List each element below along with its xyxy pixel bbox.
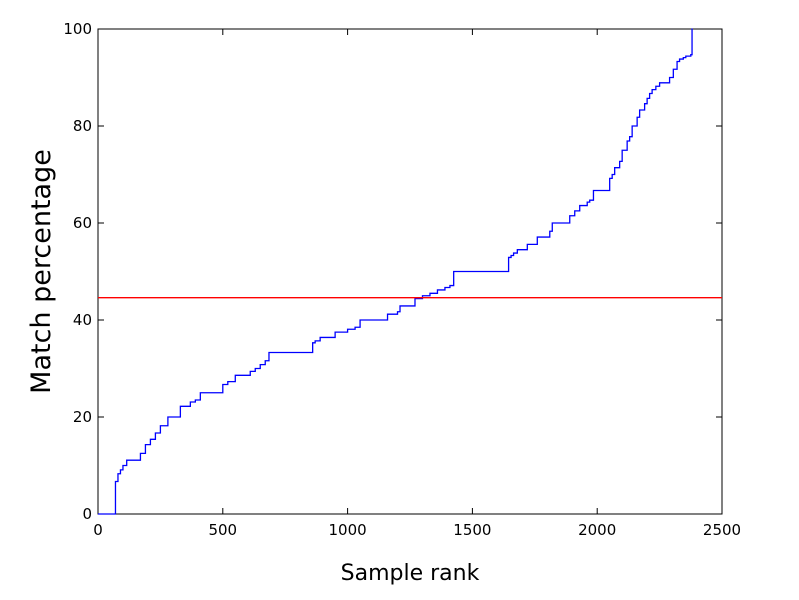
y-tick-label: 0	[82, 505, 92, 523]
y-axis-title: Match percentage	[26, 149, 57, 394]
series-line-0	[98, 28, 693, 515]
plot-area	[97, 28, 723, 515]
x-axis: 0 500 1000 1500 2000 2500	[93, 29, 741, 539]
y-tick-label: 60	[73, 214, 92, 232]
y-tick-label: 20	[73, 408, 92, 426]
y-tick-label: 80	[73, 117, 92, 135]
x-tick-label: 1500	[453, 521, 491, 539]
y-axis: 0 20 40 60 80 100	[63, 20, 722, 523]
x-tick-label: 0	[93, 521, 103, 539]
plot-frame	[97, 28, 723, 515]
series-layer	[98, 28, 693, 515]
y-tick-label: 100	[63, 20, 92, 38]
x-axis-title: Sample rank	[341, 561, 480, 586]
x-tick-label: 2000	[578, 521, 616, 539]
x-tick-label: 2500	[703, 521, 741, 539]
x-tick-label: 1000	[329, 521, 367, 539]
x-tick-label: 500	[208, 521, 237, 539]
y-tick-label: 40	[73, 311, 92, 329]
